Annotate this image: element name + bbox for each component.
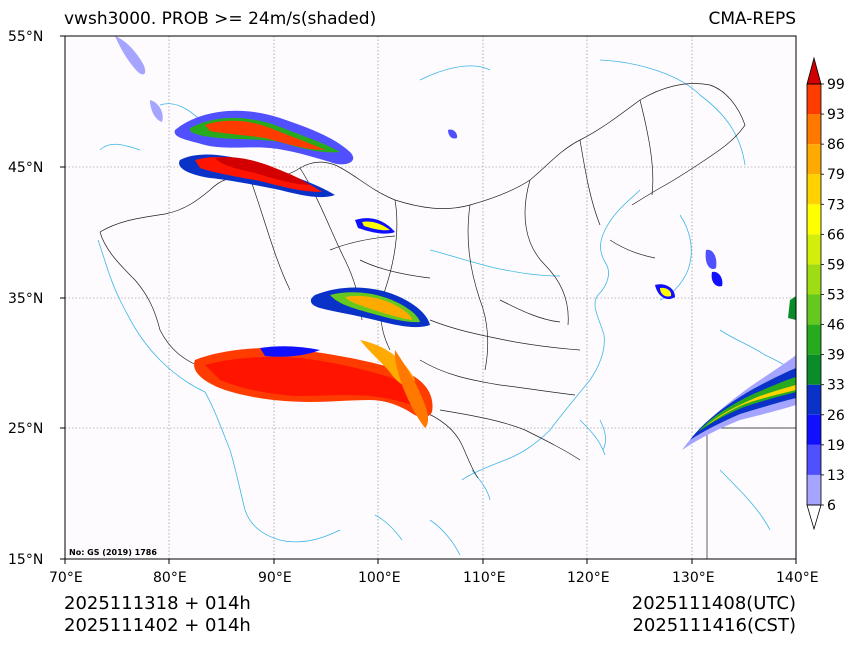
map-background xyxy=(65,36,796,559)
colorbar-min-extension xyxy=(806,504,822,531)
colorbar-label: 53 xyxy=(827,288,845,304)
gridlines xyxy=(65,36,796,559)
colorbar-segment xyxy=(807,474,821,505)
lat-label: 35°N xyxy=(8,291,43,307)
lon-label: 130°E xyxy=(672,570,715,586)
colorbar-label: 66 xyxy=(827,227,845,243)
lat-label: 55°N xyxy=(8,29,43,45)
lon-label: 70°E xyxy=(49,570,83,586)
model-name: CMA-REPS xyxy=(708,9,796,29)
colorbar-label: 73 xyxy=(827,197,845,213)
colorbar-label: 19 xyxy=(827,438,845,454)
lat-label: 15°N xyxy=(8,552,43,568)
lon-label: 120°E xyxy=(567,570,610,586)
map-approval-number: No: GS (2019) 1786 xyxy=(69,548,157,557)
colorbar-segment xyxy=(807,294,821,325)
lon-label: 90°E xyxy=(258,570,292,586)
colorbar-segment xyxy=(807,324,821,355)
lon-label: 100°E xyxy=(358,570,401,586)
lon-label: 110°E xyxy=(463,570,506,586)
chart-title: vwsh3000. PROB >= 24m/s(shaded) xyxy=(64,9,377,29)
probability-shading xyxy=(115,36,796,450)
init-time-cst: 2025111402 + 014h xyxy=(64,615,251,636)
colorbar-label: 79 xyxy=(827,167,845,183)
colorbar-segment xyxy=(807,144,821,175)
colorbar-label: 59 xyxy=(827,257,845,273)
colorbar-label: 46 xyxy=(827,318,845,334)
colorbar-segment xyxy=(807,174,821,205)
init-time-utc: 2025111318 + 014h xyxy=(64,593,251,614)
colorbar-segment xyxy=(807,234,821,265)
colorbar-segment xyxy=(807,264,821,295)
valid-time-utc: 2025111408(UTC) xyxy=(631,593,796,614)
lat-label: 45°N xyxy=(8,160,43,176)
colorbar: 6 13 19 26 33 39 46 53 59 66 73 79 86 93 99 xyxy=(806,56,845,531)
colorbar-label: 26 xyxy=(827,408,845,424)
lon-label: 80°E xyxy=(153,570,187,586)
colorbar-label: 6 xyxy=(827,498,836,514)
colorbar-segment xyxy=(807,414,821,445)
valid-time-cst: 2025111416(CST) xyxy=(632,615,796,636)
colorbar-segment xyxy=(807,84,821,115)
tick-marks xyxy=(60,35,797,564)
colorbar-label: 39 xyxy=(827,348,845,364)
colorbar-label: 33 xyxy=(827,378,845,394)
lat-label: 25°N xyxy=(8,421,43,437)
colorbar-max-extension xyxy=(806,56,822,85)
colorbar-segment xyxy=(807,114,821,145)
colorbar-label: 13 xyxy=(827,468,845,484)
colorbar-label: 99 xyxy=(827,77,845,93)
colorbar-segment xyxy=(807,384,821,415)
colorbar-label: 86 xyxy=(827,137,845,153)
colorbar-segment xyxy=(807,204,821,235)
lon-label: 140°E xyxy=(776,570,819,586)
colorbar-label: 93 xyxy=(827,107,845,123)
colorbar-segment xyxy=(807,444,821,475)
colorbar-segment xyxy=(807,354,821,385)
